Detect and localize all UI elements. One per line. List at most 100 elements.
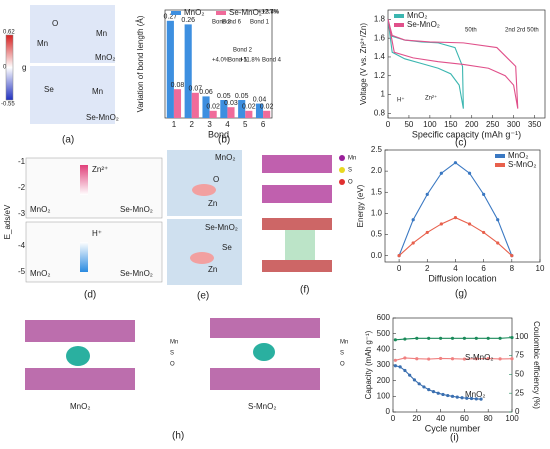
legend-swatch [216, 11, 226, 15]
panel-label: (e) [197, 291, 209, 302]
y-axis-label: Energy (eV) [356, 184, 365, 227]
value-label: 0.02 [260, 104, 274, 111]
x-tick-label: 10 [536, 264, 545, 273]
value-label: 0.26 [181, 17, 195, 24]
annotation: 50th [465, 28, 477, 34]
y2-tick-label: 50 [515, 370, 524, 379]
point [427, 387, 431, 392]
panel-label: (c) [455, 138, 467, 149]
atom-label: Zn [208, 265, 217, 274]
value-label: 0.08 [171, 82, 185, 89]
atom-label: Mn [96, 29, 107, 38]
point [496, 218, 500, 222]
point [403, 368, 407, 373]
y-tick-label: 300 [377, 360, 391, 369]
x-tick-label: 0 [386, 120, 391, 129]
value-label: 0.05 [217, 93, 231, 100]
point [453, 161, 458, 165]
x-tick-label: 0 [397, 264, 402, 273]
legend-text: S-MnO₂ [508, 160, 536, 169]
x-axis-label: Diffusion location [428, 273, 496, 283]
legend-marker [339, 167, 345, 173]
y-tick-label: 200 [377, 376, 391, 385]
layer [262, 218, 332, 230]
x-tick-label: 6 [481, 264, 486, 273]
x-tick-label: 200 [465, 120, 479, 129]
point [427, 357, 431, 361]
tick: -3 [18, 209, 26, 218]
density-map [167, 219, 242, 285]
bar [255, 103, 264, 118]
annotation: Bond 2 [233, 48, 253, 54]
y2-tick-label: 25 [515, 388, 524, 397]
x-tick-label: 250 [486, 120, 500, 129]
atom-label: Zn [208, 199, 217, 208]
density-map [167, 150, 242, 216]
point [398, 365, 402, 369]
annotation: +11.8% [240, 58, 261, 64]
x-tick-label: 300 [507, 120, 521, 129]
x-tick-label: 80 [484, 414, 493, 423]
x-tick-label: 60 [460, 414, 469, 423]
x-tick-label: 3 [207, 120, 212, 129]
point [393, 358, 397, 362]
annotation: Bond 4 [262, 58, 282, 64]
structure-label: MnO₂ [215, 153, 235, 162]
structure-label: Se-MnO₂ [205, 223, 238, 232]
value-label: 0.07 [189, 86, 203, 93]
atom-label: Se [44, 85, 54, 94]
annotation: 2nd 2rd 50th [505, 28, 539, 34]
axis-label: E_ads/eV [3, 204, 12, 239]
panel-a: 0.62 0 -0.55 g O Mn Mn MnO₂ Se Mn Se-MnO… [1, 5, 119, 146]
tick: -2 [18, 183, 26, 192]
bar [173, 89, 182, 118]
structure-label: MnO₂ [70, 402, 90, 411]
bar [184, 24, 192, 118]
point [510, 254, 514, 258]
legend-text: O [348, 180, 353, 186]
legend-text: Mn [348, 156, 356, 162]
point [431, 390, 436, 394]
bar [202, 96, 210, 118]
ion-density [253, 343, 275, 361]
bar [263, 110, 271, 118]
point [467, 171, 472, 175]
x-tick-label: 100 [423, 120, 437, 129]
annotation: Bond 6 [222, 20, 242, 26]
y-axis-label: Capacity (mAh g⁻¹) [364, 330, 373, 399]
y-tick-label: 600 [377, 313, 391, 322]
layer [262, 185, 332, 203]
y-tick-label: 1.8 [374, 15, 386, 24]
annotation: +12.7% [258, 10, 279, 16]
point [460, 396, 464, 400]
legend-text: S [340, 351, 344, 357]
point [425, 192, 429, 196]
x-tick-label: 100 [505, 414, 519, 423]
panel-label: (g) [455, 289, 467, 300]
point [453, 216, 458, 220]
legend-text: Se-MnO₂ [229, 8, 262, 17]
annotation: Bond 3 [212, 20, 232, 26]
point [439, 171, 443, 175]
annotation: +3.4% [262, 10, 280, 16]
layer [25, 368, 135, 390]
point [450, 336, 455, 340]
atom-label: O [213, 175, 219, 184]
bar [220, 100, 228, 118]
density-blob [190, 252, 214, 264]
structure-label: S-MnO₂ [248, 402, 276, 411]
colorbar-title: g [22, 63, 26, 72]
annotation: Bond 1 [250, 20, 270, 26]
x-tick-label: 8 [510, 264, 515, 273]
structure-label: Se-MnO₂ [120, 205, 153, 214]
density-map [30, 66, 115, 124]
tick: -4 [18, 241, 26, 250]
layer [262, 260, 332, 272]
panel-label: (b) [218, 135, 230, 146]
point [412, 378, 417, 382]
tunnel [285, 230, 315, 260]
legend-swatch [495, 163, 505, 167]
value-label: 0.02 [242, 104, 256, 111]
point [486, 336, 490, 340]
